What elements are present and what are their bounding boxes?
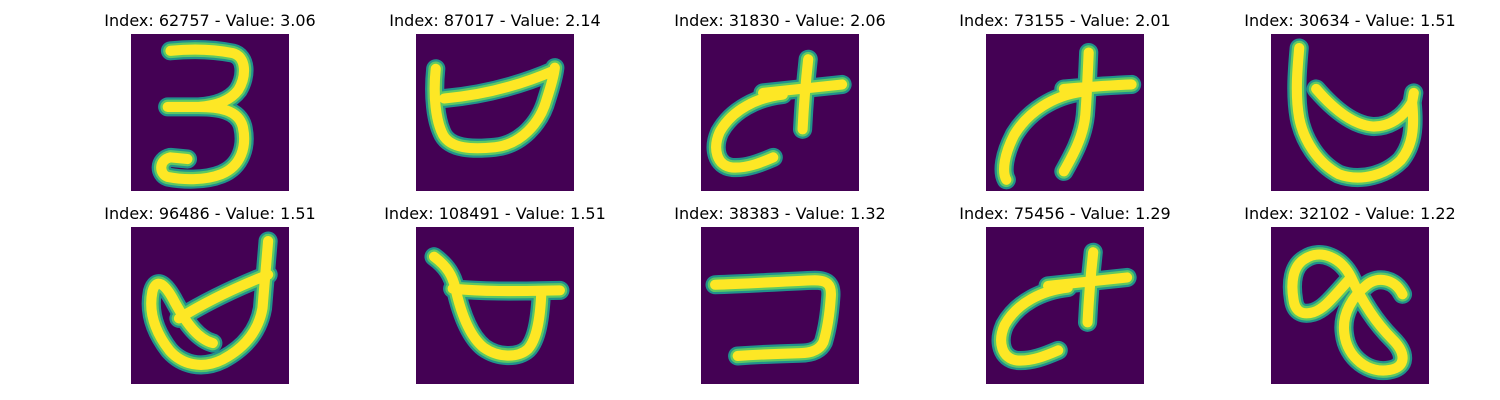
glyph-svg xyxy=(416,227,574,384)
glyph-svg xyxy=(131,227,289,384)
panel-title: Index: 96486 - Value: 1.51 xyxy=(104,204,316,223)
glyph-svg xyxy=(986,227,1144,384)
stroke-core xyxy=(1291,42,1419,183)
glyph-image xyxy=(986,34,1144,191)
image-panel: Index: 87017 - Value: 2.14 xyxy=(305,0,685,191)
image-panel: Index: 75456 - Value: 1.29 xyxy=(875,193,1255,384)
glyph-svg xyxy=(701,227,859,384)
panel-title: Index: 62757 - Value: 3.06 xyxy=(104,11,316,30)
stroke-core xyxy=(429,62,560,154)
image-panel: Index: 30634 - Value: 1.51 xyxy=(1160,0,1500,191)
panel-title: Index: 38383 - Value: 1.32 xyxy=(674,204,886,223)
glyph-image xyxy=(986,227,1144,384)
stroke-core xyxy=(1287,249,1408,376)
glyph-image xyxy=(416,227,574,384)
glyph-svg xyxy=(1271,227,1429,384)
glyph-svg xyxy=(986,34,1144,191)
glyph-svg xyxy=(701,34,859,191)
stroke-core xyxy=(428,251,565,361)
stroke-core xyxy=(156,44,250,185)
glyph-image xyxy=(701,34,859,191)
stroke-core xyxy=(711,54,848,173)
panel-title: Index: 31830 - Value: 2.06 xyxy=(674,11,886,30)
image-panel: Index: 38383 - Value: 1.32 xyxy=(590,193,970,384)
panel-title: Index: 75456 - Value: 1.29 xyxy=(959,204,1171,223)
stroke-core xyxy=(146,235,274,370)
image-panel: Index: 32102 - Value: 1.22 xyxy=(1160,193,1500,384)
panel-title: Index: 87017 - Value: 2.14 xyxy=(389,11,601,30)
stroke-core xyxy=(999,47,1137,185)
stroke-core xyxy=(710,275,836,362)
glyph-svg xyxy=(131,34,289,191)
image-panel: Index: 62757 - Value: 3.06 xyxy=(20,0,400,191)
glyph-image xyxy=(131,227,289,384)
glyph-svg xyxy=(416,34,574,191)
image-panel: Index: 108491 - Value: 1.51 xyxy=(305,193,685,384)
glyph-image xyxy=(701,227,859,384)
glyph-svg xyxy=(1271,34,1429,191)
stroke-core xyxy=(996,247,1133,366)
glyph-image xyxy=(1271,34,1429,191)
image-panel: Index: 73155 - Value: 2.01 xyxy=(875,0,1255,191)
panel-title: Index: 32102 - Value: 1.22 xyxy=(1244,204,1456,223)
panel-title: Index: 108491 - Value: 1.51 xyxy=(384,204,606,223)
image-panel: Index: 96486 - Value: 1.51 xyxy=(20,193,400,384)
image-panel: Index: 31830 - Value: 2.06 xyxy=(590,0,970,191)
glyph-image xyxy=(1271,227,1429,384)
glyph-image xyxy=(416,34,574,191)
glyph-image xyxy=(131,34,289,191)
panel-title: Index: 73155 - Value: 2.01 xyxy=(959,11,1171,30)
panel-title: Index: 30634 - Value: 1.51 xyxy=(1244,11,1456,30)
